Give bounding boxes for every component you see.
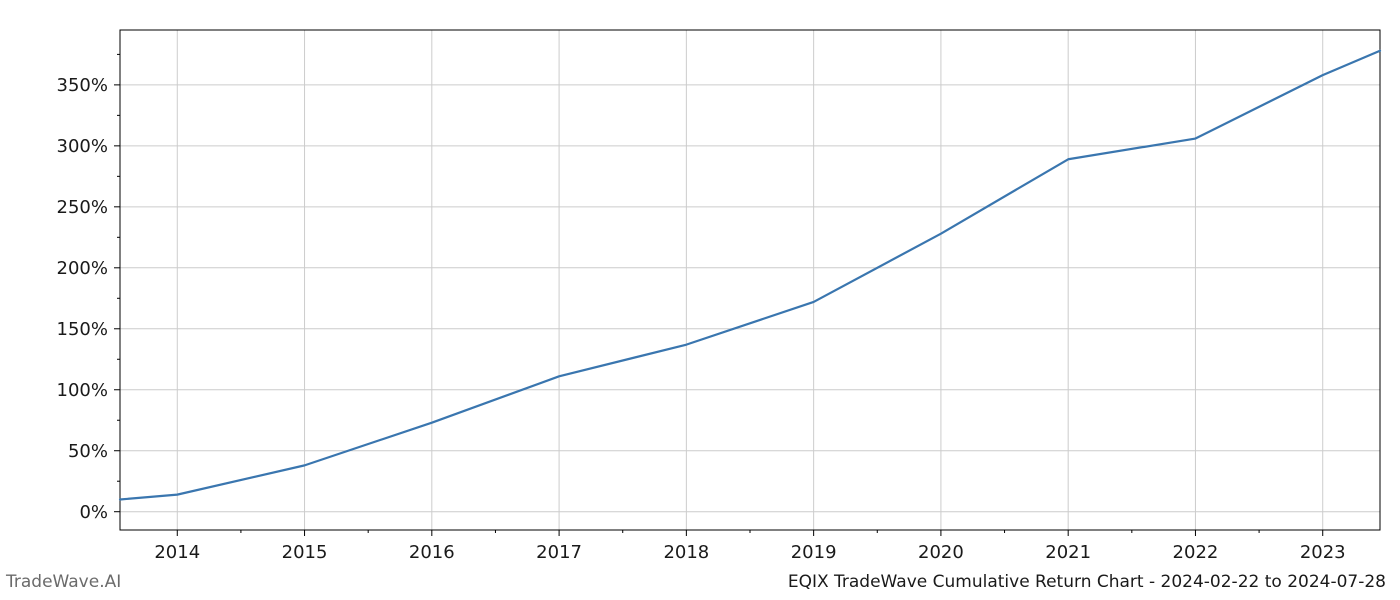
x-tick-label: 2020: [918, 542, 964, 563]
x-tick-label: 2016: [409, 542, 455, 563]
chart-footer: TradeWave.AI EQIX TradeWave Cumulative R…: [0, 572, 1400, 592]
y-tick-label: 0%: [79, 502, 108, 523]
y-tick-label: 250%: [57, 197, 108, 218]
chart-caption: EQIX TradeWave Cumulative Return Chart -…: [788, 572, 1386, 592]
x-tick-label: 2021: [1045, 542, 1091, 563]
x-tick-label: 2019: [791, 542, 837, 563]
x-tick-label: 2018: [663, 542, 709, 563]
x-tick-label: 2014: [154, 542, 200, 563]
chart-container: 2014 2015 2016 2017 2018 2019 2020 2021 2022 2023…: [0, 0, 1400, 600]
x-tick-label: 2023: [1300, 542, 1346, 563]
x-tick-label: 2017: [536, 542, 582, 563]
y-tick-label: 300%: [57, 136, 108, 157]
x-tick-label: 2015: [282, 542, 328, 563]
x-tick-label: 2022: [1173, 542, 1219, 563]
y-tick-label: 150%: [57, 319, 108, 340]
y-tick-label: 200%: [57, 258, 108, 279]
brand-label: TradeWave.AI: [6, 572, 121, 592]
return-chart: 2014 2015 2016 2017 2018 2019 2020 2021 2022 2023…: [0, 0, 1400, 600]
y-tick-label: 350%: [57, 75, 108, 96]
y-tick-label: 100%: [57, 380, 108, 401]
y-tick-label: 50%: [68, 441, 108, 462]
